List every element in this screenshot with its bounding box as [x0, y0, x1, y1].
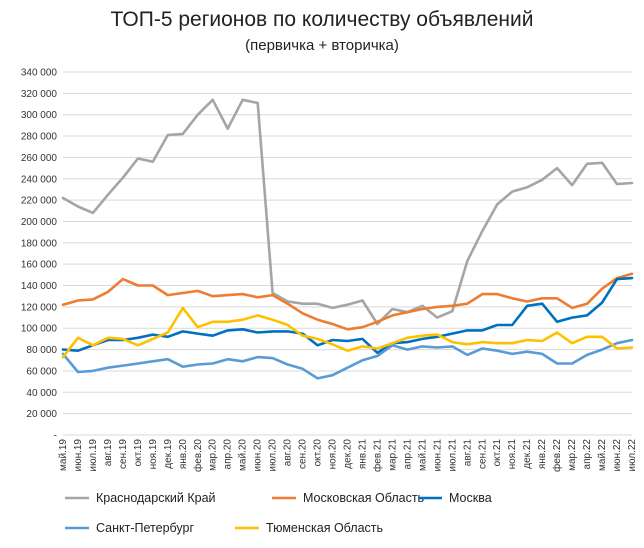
chart-title: ТОП-5 регионов по количеству объявлений [110, 8, 534, 31]
x-tick-label: май.19 [58, 439, 69, 471]
x-tick-label: июн.21 [432, 439, 443, 472]
legend-label-4: Тюменская Область [266, 521, 383, 535]
x-tick-label: дек.20 [343, 439, 354, 469]
x-tick-label: мар.22 [567, 439, 578, 471]
x-tick-label: авг.19 [103, 439, 114, 467]
x-tick-label: апр.22 [582, 439, 593, 470]
y-tick-label: 320 000 [21, 89, 58, 100]
x-tick-label: окт.19 [133, 439, 144, 467]
x-tick-label: окт.20 [313, 439, 324, 467]
x-tick-label: июл.20 [268, 439, 279, 472]
x-axis-ticks: май.19 июн.19 июл.19 авг.19 сен.19 окт.19 ноя.… [58, 439, 638, 472]
y-tick-label: 80 000 [26, 345, 57, 356]
x-tick-label: июл.19 [88, 439, 99, 472]
legend-label-1: Московская Область [303, 491, 424, 505]
y-tick-label: 100 000 [21, 324, 58, 335]
series-line-0 [61, 98, 634, 326]
y-tick-label: 200 000 [21, 217, 58, 228]
x-tick-label: ноя.20 [328, 439, 339, 470]
x-tick-label: авг.21 [462, 439, 473, 467]
x-tick-label: дек.21 [522, 439, 533, 469]
x-tick-label: сен.21 [477, 439, 488, 469]
series-line-1 [61, 272, 634, 331]
x-tick-label: ноя.21 [507, 439, 518, 470]
series-line-3 [61, 338, 634, 380]
chart-subtitle: (первичка + вторичка) [245, 37, 399, 54]
x-tick-label: сен.19 [118, 439, 129, 469]
y-tick-label: 160 000 [21, 260, 58, 271]
legend-label-3: Санкт-Петербург [96, 521, 194, 535]
grid-lines [63, 71, 632, 436]
x-tick-label: июн.19 [73, 439, 84, 472]
x-tick-label: авг.20 [283, 439, 294, 467]
x-tick-label: июл.22 [627, 439, 638, 472]
y-tick-label: 140 000 [21, 281, 58, 292]
x-tick-label: май.20 [238, 439, 249, 471]
y-tick-label: 300 000 [21, 110, 58, 121]
x-tick-label: янв.21 [357, 439, 368, 470]
y-tick-label: 340 000 [21, 68, 58, 79]
x-tick-label: мар.21 [387, 439, 398, 471]
x-tick-label: апр.20 [223, 439, 234, 470]
x-tick-label: ноя.19 [148, 439, 159, 470]
x-tick-label: май.22 [597, 439, 608, 471]
y-tick-label: - [54, 431, 57, 442]
y-tick-label: 220 000 [21, 196, 58, 207]
x-tick-label: янв.22 [537, 439, 548, 470]
x-tick-label: май.21 [417, 439, 428, 471]
y-tick-label: 180 000 [21, 238, 58, 249]
y-tick-label: 20 000 [26, 409, 57, 420]
x-tick-label: июл.21 [447, 439, 458, 472]
x-tick-label: дек.19 [163, 439, 174, 469]
y-tick-label: 120 000 [21, 302, 58, 313]
series-lines [61, 98, 634, 380]
x-tick-label: фев.20 [192, 439, 204, 472]
legend: Краснодарский Край Московская Область Моск… [65, 491, 492, 535]
legend-label-2: Москва [449, 491, 492, 505]
x-tick-label: апр.21 [402, 439, 413, 470]
y-tick-label: 40 000 [26, 388, 57, 399]
series-line-2 [61, 276, 634, 355]
x-tick-label: мар.20 [208, 439, 219, 471]
x-tick-label: окт.21 [492, 439, 503, 467]
y-tick-label: 280 000 [21, 132, 58, 143]
y-tick-label: 60 000 [26, 366, 57, 377]
x-tick-label: июн.20 [253, 439, 264, 472]
x-tick-label: сен.20 [298, 439, 309, 469]
y-tick-label: 240 000 [21, 174, 58, 185]
x-tick-label: янв.20 [178, 439, 189, 470]
x-tick-label: июн.22 [612, 439, 623, 472]
y-tick-label: 260 000 [21, 153, 58, 164]
x-tick-label: фев.21 [371, 439, 383, 472]
y-axis-ticks: - 20 000 40 000 60 000 80 000 100 000 120 000 1… [21, 68, 58, 442]
x-tick-label: фев.22 [551, 439, 563, 472]
legend-label-0: Краснодарский Край [96, 491, 216, 505]
series-line-4 [61, 306, 634, 359]
